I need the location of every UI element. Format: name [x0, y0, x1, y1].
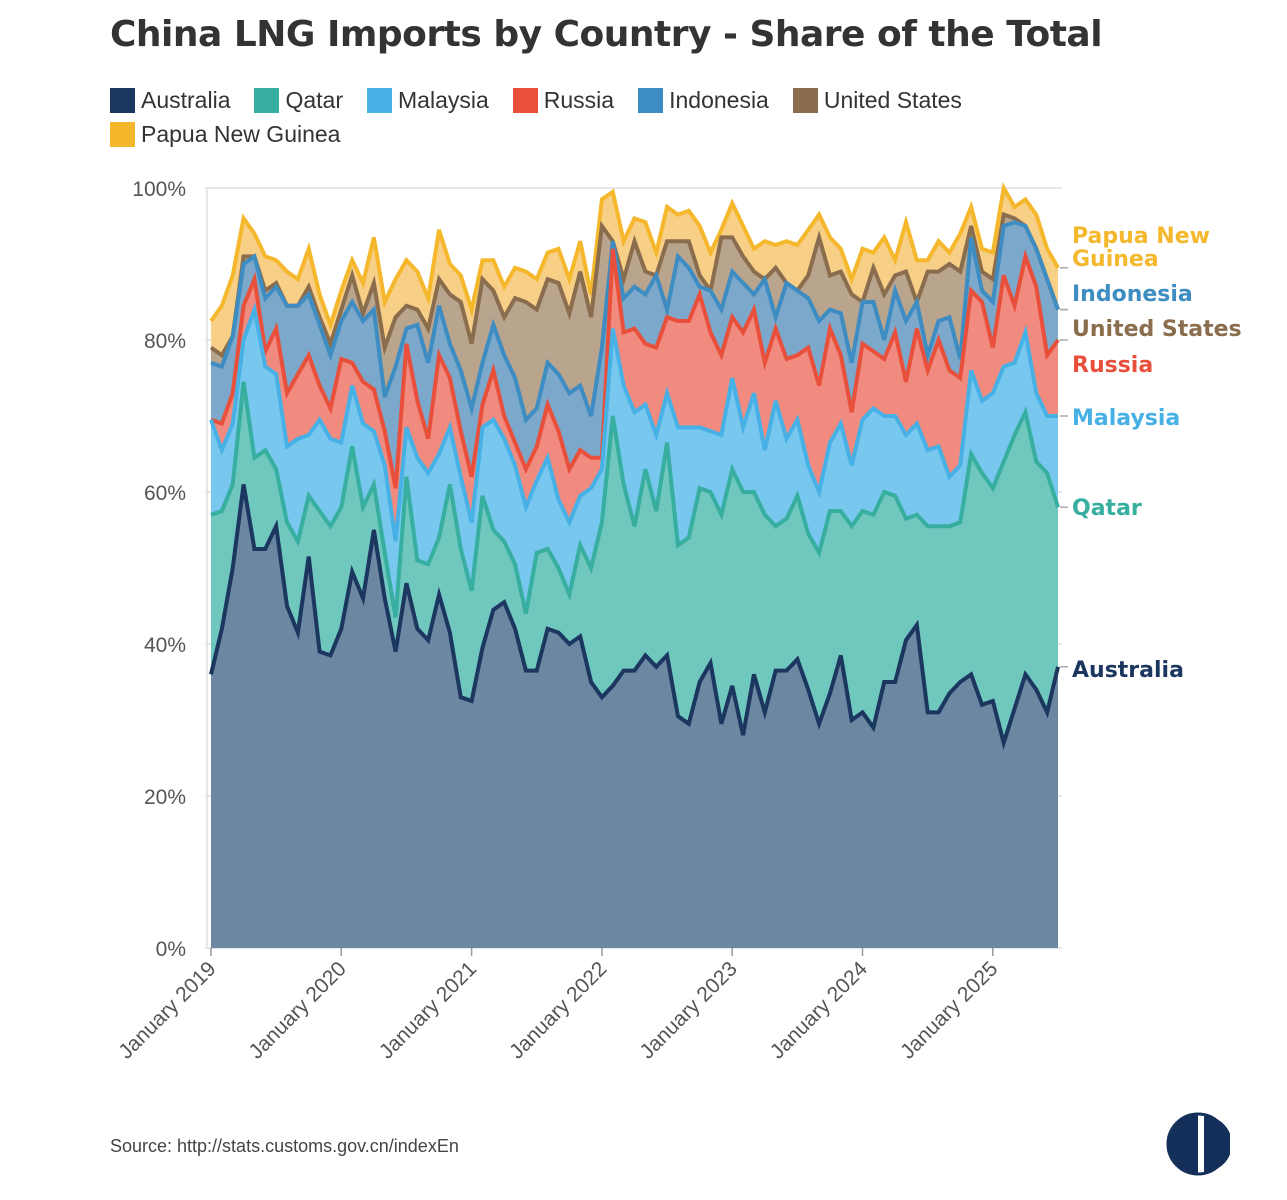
area-papua-new-guinea [211, 188, 1058, 356]
x-tick-label: January 2021 [375, 957, 481, 1063]
area-qatar [211, 381, 1058, 743]
legend-label: Russia [543, 86, 615, 113]
x-tick-label: January 2020 [245, 957, 351, 1063]
y-tick-label: 40% [144, 634, 186, 657]
legend-swatch [792, 87, 818, 113]
area-malaysia [211, 309, 1058, 618]
legend: Australia Qatar Malaysia Russia Indonesia Uni… [110, 86, 1010, 148]
chart-title: China LNG Imports by Country - Share of … [110, 14, 1103, 55]
legend-item: Malaysia [367, 86, 489, 114]
legend-label: Australia [141, 86, 231, 113]
legend-label: United States [823, 86, 962, 113]
end-label-united-states: United States [1072, 317, 1242, 342]
legend-item: Qatar [254, 86, 343, 114]
legend-swatch [512, 87, 538, 113]
source-note: Source: http://stats.customs.gov.cn/inde… [110, 1136, 459, 1156]
logo-icon [1166, 1112, 1230, 1176]
line-malaysia [209, 302, 1058, 542]
line-australia [209, 484, 1060, 751]
area-australia [211, 484, 1058, 948]
legend-swatch [638, 87, 664, 113]
end-label-russia: Russia [1072, 353, 1153, 378]
y-tick-label: 0% [156, 938, 186, 961]
end-label-australia: Australia [1072, 658, 1184, 683]
legend-swatch [254, 87, 280, 113]
x-tick-label: January 2024 [766, 957, 872, 1063]
line-indonesia [210, 220, 1060, 424]
legend-item: Indonesia [638, 86, 769, 114]
line-russia [210, 248, 1060, 489]
legend-swatch [110, 121, 135, 147]
x-tick-label: January 2022 [505, 957, 611, 1063]
line-papua-new-guinea [209, 182, 1060, 332]
x-tick-label: January 2023 [636, 957, 742, 1063]
y-tick-label: 80% [144, 330, 186, 353]
line-qatar [210, 381, 1060, 618]
end-label-indonesia: Indonesia [1072, 282, 1193, 307]
legend-swatch [367, 87, 393, 113]
area-russia [211, 248, 1058, 542]
legend-label: Malaysia [398, 86, 489, 113]
legend-item: Papua New Guinea [110, 120, 340, 148]
x-tick-label: January 2025 [896, 957, 1002, 1063]
y-tick-label: 60% [144, 482, 186, 505]
legend-label: Indonesia [669, 86, 769, 113]
legend-swatch [110, 87, 135, 113]
legend-label: Qatar [285, 86, 344, 113]
legend-label: Papua New Guinea [141, 120, 341, 147]
end-label-malaysia: Malaysia [1072, 406, 1180, 431]
legend-item: Australia [110, 86, 230, 114]
y-tick-label: 20% [144, 786, 186, 809]
legend-item: Russia [512, 86, 615, 114]
y-tick-label: 100% [132, 178, 186, 201]
legend-item: United States [792, 86, 962, 114]
x-tick-label: January 2019 [114, 957, 220, 1063]
end-label-qatar: Qatar [1072, 496, 1142, 521]
end-label-papua-new-guinea: Papua New Guinea [1072, 224, 1210, 272]
